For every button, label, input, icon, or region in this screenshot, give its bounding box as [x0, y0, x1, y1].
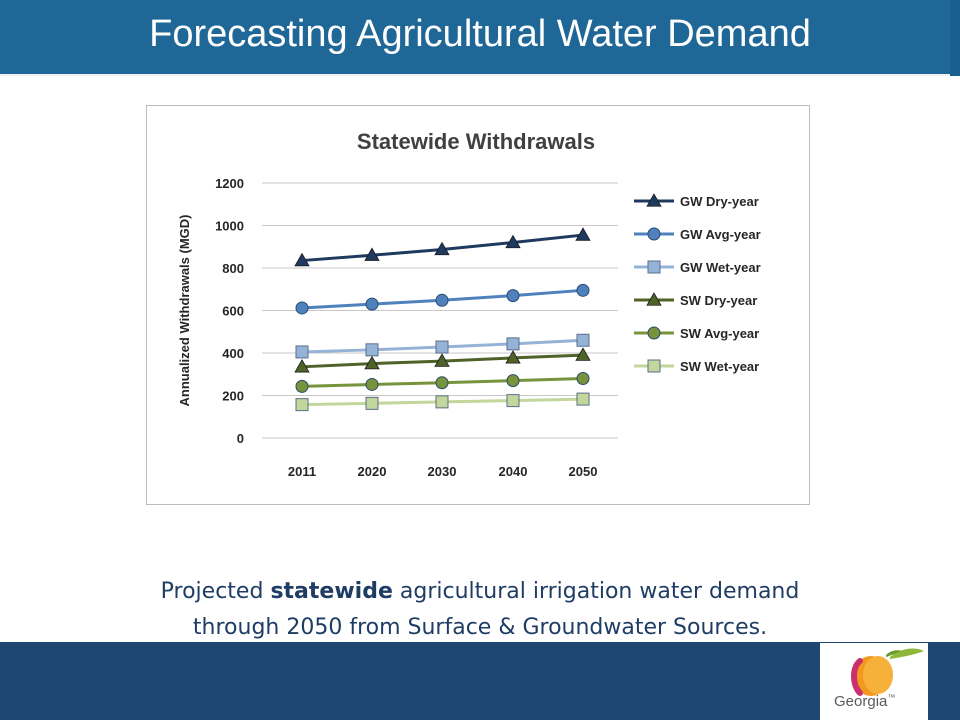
data-point [295, 398, 309, 412]
y-tick-label: 600 [222, 304, 244, 319]
logo-tm: ™ [887, 693, 896, 702]
y-axis-label: Annualized Withdrawals (MGD) [177, 215, 192, 407]
logo-word: Georgia [834, 693, 888, 710]
data-point [365, 343, 379, 357]
caption-line-1: Projected statewide agricultural irrigat… [0, 574, 960, 610]
data-point [505, 350, 521, 364]
x-tick-label: 2011 [288, 464, 316, 479]
title-bar: Forecasting Agricultural Water Demand [0, 0, 960, 76]
data-point [294, 359, 310, 373]
y-tick-label: 1000 [215, 219, 244, 234]
footer-bar [0, 642, 960, 720]
caption-line1-post: agricultural irrigation water demand [399, 579, 800, 604]
y-tick-label: 800 [222, 261, 244, 276]
legend-marker [646, 193, 662, 207]
x-tick-label: 2030 [428, 464, 457, 479]
data-point [435, 376, 449, 390]
data-point [435, 293, 449, 307]
x-tick-label: 2050 [569, 464, 598, 479]
legend-label: SW Dry-year [680, 293, 757, 308]
data-point [295, 345, 309, 359]
legend-marker [647, 359, 661, 373]
data-point [435, 395, 449, 409]
data-point [365, 396, 379, 410]
caption-line-2: through 2050 from Surface & Groundwater … [192, 615, 768, 640]
data-point [505, 234, 521, 249]
legend-marker [646, 292, 662, 306]
data-point [295, 301, 309, 315]
legend-label: GW Wet-year [680, 260, 761, 275]
data-point [434, 241, 450, 256]
data-point [434, 353, 450, 367]
data-point [364, 247, 380, 261]
legend-label: GW Dry-year [680, 194, 759, 209]
caption-line1-bold: statewide [270, 579, 393, 604]
legend-marker [647, 326, 661, 340]
data-point [435, 340, 449, 354]
data-point [365, 297, 379, 311]
data-point [506, 337, 520, 351]
y-tick-label: 1200 [215, 176, 244, 191]
peach-icon [851, 648, 924, 696]
legend-marker [647, 227, 661, 241]
y-tick-label: 0 [237, 431, 244, 446]
data-point [576, 372, 590, 385]
slide-title: Forecasting Agricultural Water Demand [149, 13, 811, 55]
data-point [576, 283, 590, 297]
data-point [576, 392, 590, 406]
legend-marker [647, 260, 661, 274]
y-tick-label: 400 [222, 346, 244, 361]
withdrawals-chart: Statewide Withdrawals Annualized Withdraw… [177, 129, 761, 479]
data-point [576, 333, 590, 347]
data-point [506, 374, 520, 388]
data-point [295, 379, 309, 393]
data-point [575, 347, 591, 361]
caption-line1-pre: Projected [160, 579, 264, 604]
data-point [506, 289, 520, 303]
data-point [294, 252, 310, 267]
caption: Projected statewide agricultural irrigat… [0, 574, 960, 646]
data-point [506, 394, 520, 408]
legend-label: SW Wet-year [680, 359, 759, 374]
x-tick-label: 2040 [499, 464, 528, 479]
y-tick-label: 200 [222, 389, 244, 404]
data-point [364, 355, 380, 370]
legend-label: SW Avg-year [680, 326, 759, 341]
logo-text: Georgia™ [834, 693, 895, 710]
legend-label: GW Avg-year [680, 227, 761, 242]
title-bar-inner [0, 0, 950, 76]
x-tick-label: 2020 [358, 464, 387, 479]
chart-title: Statewide Withdrawals [357, 129, 595, 154]
data-point [365, 377, 379, 391]
data-point [575, 227, 591, 241]
georgia-logo: Georgia™ [820, 643, 928, 720]
